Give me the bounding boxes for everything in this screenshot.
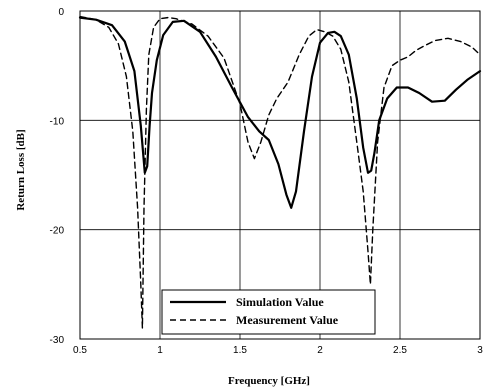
legend-box bbox=[161, 289, 376, 335]
plot-area-frame bbox=[79, 10, 481, 340]
x-axis-title: Frequency [GHz] bbox=[228, 375, 310, 387]
x-tick-label: 3 bbox=[477, 345, 483, 356]
y-tick-label: -10 bbox=[50, 116, 65, 127]
y-tick-label: 0 bbox=[58, 7, 64, 18]
y-tick-label: -20 bbox=[50, 226, 65, 237]
legend: Simulation Value Measurement Value bbox=[161, 289, 376, 335]
x-tick-label: 2 bbox=[317, 345, 323, 356]
x-tick-label: 1.5 bbox=[233, 345, 247, 356]
x-tick-label: 0.5 bbox=[73, 345, 87, 356]
y-axis-title: Return Loss [dB] bbox=[15, 129, 27, 210]
x-axis-ticks: 0.5 1 1.5 2 2.5 3 bbox=[73, 345, 483, 356]
measurement-series-line bbox=[79, 15, 481, 329]
legend-label-simulation: Simulation Value bbox=[236, 295, 324, 309]
x-tick-label: 2.5 bbox=[393, 345, 407, 356]
x-tick-label: 1 bbox=[157, 345, 163, 356]
series-lines bbox=[78, 15, 482, 329]
y-axis-ticks: 0 -10 -20 -30 bbox=[50, 7, 65, 346]
y-tick-label: -30 bbox=[50, 335, 65, 346]
legend-label-measurement: Measurement Value bbox=[236, 313, 339, 327]
simulation-series-line bbox=[78, 16, 482, 209]
